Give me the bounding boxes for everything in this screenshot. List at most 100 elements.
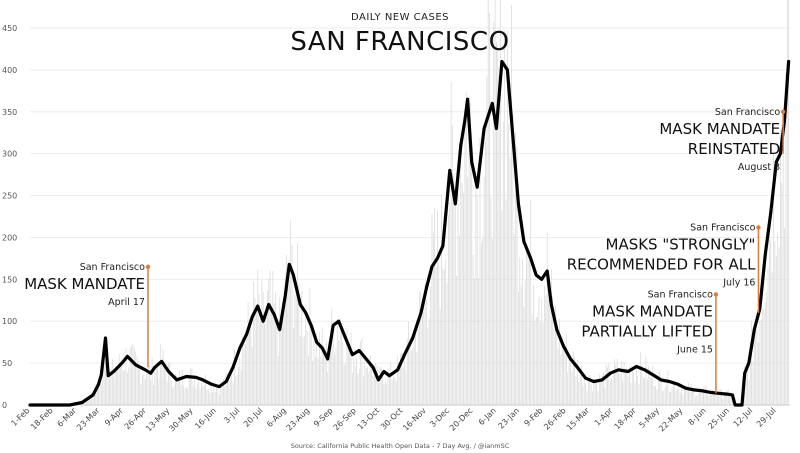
daily-bar: [483, 176, 485, 405]
x-tick-label: 20-Dec: [448, 406, 475, 433]
daily-bar: [437, 210, 438, 405]
y-tick-label: 0: [2, 401, 7, 410]
daily-bar: [522, 259, 523, 405]
daily-bar: [428, 318, 430, 405]
daily-bar: [94, 395, 95, 405]
annotation-place: San Francisco: [690, 222, 755, 233]
daily-bar: [264, 323, 265, 405]
daily-bar: [721, 388, 722, 405]
daily-bar: [150, 379, 152, 405]
daily-bar: [121, 365, 123, 405]
daily-bar: [671, 387, 673, 405]
daily-bar: [103, 352, 105, 405]
daily-bar: [244, 344, 246, 405]
daily-bar: [358, 368, 360, 405]
daily-bar: [251, 347, 253, 405]
daily-bar: [292, 327, 294, 405]
daily-bar: [220, 381, 222, 405]
daily-bar: [560, 354, 562, 405]
daily-bar: [162, 349, 164, 405]
daily-bar: [513, 234, 515, 405]
daily-bar: [782, 128, 784, 405]
daily-bar: [781, 183, 783, 405]
annotation-headline: REINSTATED: [688, 140, 780, 158]
daily-bar: [574, 356, 576, 405]
daily-bar: [627, 376, 629, 405]
daily-bar: [585, 383, 586, 405]
annotation-place: San Francisco: [648, 289, 713, 300]
daily-bar: [210, 381, 212, 405]
daily-bar: [769, 224, 770, 405]
daily-bar: [324, 358, 326, 405]
daily-bar: [726, 390, 728, 405]
daily-bar: [273, 303, 275, 405]
daily-bar: [620, 361, 622, 405]
annotation-date: August 3: [738, 162, 780, 173]
daily-bar: [642, 377, 644, 405]
daily-bar: [539, 322, 541, 405]
daily-bar: [317, 358, 319, 405]
daily-bar: [420, 292, 422, 405]
daily-bar: [773, 150, 774, 405]
daily-bar: [218, 394, 220, 405]
daily-bar: [622, 380, 624, 405]
daily-bar: [576, 359, 578, 405]
daily-bar: [339, 331, 341, 405]
daily-bar: [423, 297, 425, 405]
daily-bar: [194, 377, 196, 405]
daily-bar: [478, 277, 479, 405]
daily-bar: [659, 370, 661, 405]
daily-bar: [306, 330, 308, 405]
daily-bar: [213, 386, 215, 405]
daily-bar: [590, 384, 592, 405]
daily-bar: [589, 374, 591, 405]
x-tick-label: 12-Jul: [732, 406, 755, 429]
daily-bar: [235, 376, 237, 405]
daily-bar: [202, 385, 204, 405]
daily-bar: [475, 183, 477, 405]
daily-bar: [784, 228, 785, 405]
daily-bar: [316, 333, 318, 405]
daily-bar: [354, 365, 356, 405]
daily-bar: [242, 336, 244, 405]
daily-bar: [120, 366, 121, 405]
daily-bar: [254, 297, 256, 405]
daily-bar: [207, 389, 209, 405]
daily-bar: [298, 283, 300, 405]
daily-bar: [368, 372, 370, 405]
daily-bar: [142, 374, 143, 405]
daily-bar: [774, 241, 776, 405]
x-tick-label: 23-Aug: [285, 406, 312, 433]
daily-bar: [404, 350, 405, 405]
daily-bar: [372, 376, 374, 405]
daily-bar: [629, 366, 630, 405]
daily-bar: [524, 280, 526, 405]
daily-bar: [689, 391, 691, 405]
daily-bar: [552, 296, 554, 405]
daily-bar: [282, 300, 283, 405]
daily-bar: [593, 381, 595, 405]
daily-bar: [537, 317, 538, 405]
daily-bar: [710, 390, 711, 405]
daily-bar: [276, 326, 278, 405]
daily-bar: [674, 381, 676, 405]
y-axis: 0 50 100 150 200 250 300 350 400 450: [2, 24, 17, 410]
daily-bar: [755, 328, 757, 405]
daily-bar: [153, 385, 154, 405]
daily-bar: [275, 292, 276, 405]
daily-bar: [646, 379, 648, 405]
y-tick-label: 200: [2, 233, 17, 242]
annotation-headline: RECOMMENDED FOR ALL: [567, 255, 756, 273]
daily-bar: [489, 12, 490, 406]
daily-bar: [313, 340, 315, 405]
daily-bar: [572, 351, 574, 405]
daily-bars: [70, 0, 790, 406]
daily-bar: [96, 388, 98, 405]
y-tick-label: 250: [2, 192, 17, 201]
chart-title: SAN FRANCISCO: [290, 27, 509, 57]
daily-bar: [216, 386, 217, 405]
x-tick-label: 18-Feb: [29, 406, 55, 432]
daily-bar: [690, 383, 692, 405]
daily-bar: [199, 389, 201, 405]
daily-bar: [203, 385, 205, 405]
